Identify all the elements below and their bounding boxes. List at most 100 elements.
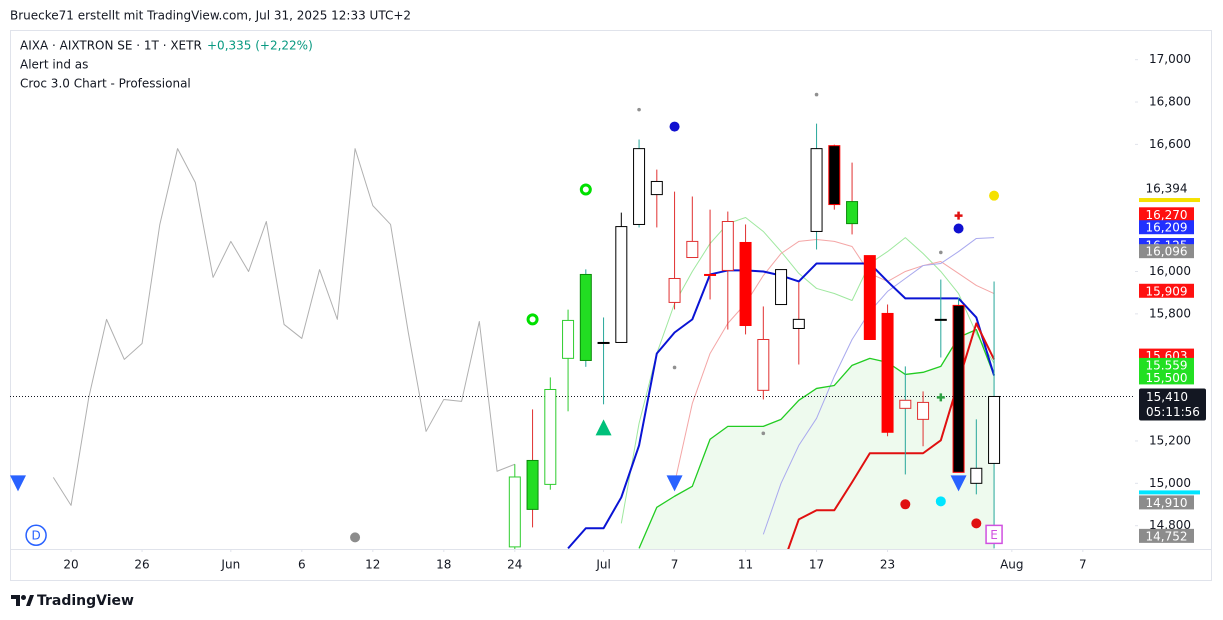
indicator: Alert ind as bbox=[20, 58, 88, 72]
x-tick-label: Jul bbox=[595, 558, 610, 572]
x-tick-label: 7 bbox=[1079, 558, 1087, 572]
logo bbox=[11, 595, 34, 606]
header: Bruecke71 erstellt mit TradingView.com, … bbox=[10, 9, 411, 23]
price-label-bg bbox=[1139, 528, 1194, 543]
marker bbox=[954, 211, 963, 220]
candle-body bbox=[579, 273, 592, 361]
x-tick-label: 6 bbox=[298, 558, 306, 572]
x-tick-label: 26 bbox=[134, 558, 149, 572]
x-tick-label: 11 bbox=[738, 558, 753, 572]
marker-label: D bbox=[31, 529, 40, 543]
candle-body bbox=[597, 341, 610, 344]
candle-body bbox=[899, 399, 912, 409]
price-label: 14,752 bbox=[1146, 529, 1188, 543]
marker bbox=[814, 92, 819, 97]
marker bbox=[350, 532, 361, 543]
marker bbox=[936, 393, 945, 402]
candle-body bbox=[633, 148, 646, 225]
price-label: 15,909 bbox=[1146, 284, 1188, 298]
marker bbox=[10, 475, 26, 492]
price-label: 16,209 bbox=[1146, 221, 1188, 235]
y-tick-label: 16,600 bbox=[1149, 137, 1191, 151]
marker bbox=[900, 499, 911, 510]
candle-body bbox=[863, 255, 876, 340]
candle-body bbox=[704, 273, 717, 276]
marker bbox=[953, 223, 964, 234]
price-label: 15.559 bbox=[1146, 358, 1188, 372]
line bbox=[638, 328, 995, 549]
marker bbox=[985, 524, 1003, 545]
candle-body bbox=[970, 467, 983, 484]
change: +0,335 (+2,22%) bbox=[207, 39, 313, 53]
marker bbox=[526, 313, 539, 326]
y-tick-label: 17,000 bbox=[1149, 52, 1191, 66]
candle-body bbox=[757, 338, 770, 391]
x-tick-label: Aug bbox=[1000, 558, 1023, 572]
price-label-bg bbox=[1139, 283, 1194, 298]
candle-body bbox=[988, 395, 1001, 464]
chart-title: AIXA · AIXTRON SE · 1T · XETR bbox=[20, 39, 202, 53]
candle-body bbox=[810, 148, 823, 232]
marker bbox=[939, 250, 943, 255]
candle-body bbox=[668, 277, 681, 303]
price-label-bg bbox=[1139, 220, 1194, 235]
price-label-bg bbox=[1139, 181, 1194, 196]
line bbox=[620, 216, 995, 524]
axis: 14,800 15,000 15,200 15,800 16,000 16,600 16,8… bbox=[63, 52, 1206, 572]
price-label: 16,270 bbox=[1146, 208, 1188, 222]
candle-body bbox=[615, 226, 628, 343]
footer: TradingView bbox=[37, 593, 134, 609]
marker bbox=[971, 518, 982, 529]
marker bbox=[666, 475, 683, 492]
candle-body bbox=[792, 318, 805, 329]
candle-body bbox=[917, 401, 930, 420]
y-tick-label: 16,800 bbox=[1149, 95, 1191, 109]
frame bbox=[10, 30, 1212, 581]
price-label: 14,910 bbox=[1146, 496, 1188, 510]
marker bbox=[761, 431, 766, 436]
candle-body bbox=[544, 388, 557, 485]
marker bbox=[595, 419, 612, 436]
marker bbox=[672, 365, 677, 370]
candle-body bbox=[846, 201, 859, 225]
candle-body bbox=[508, 476, 521, 548]
price-label: 16,096 bbox=[1146, 245, 1188, 259]
candle-body bbox=[739, 241, 752, 327]
marker bbox=[935, 496, 946, 507]
line bbox=[762, 237, 995, 535]
marker bbox=[669, 121, 680, 132]
candle-body bbox=[775, 269, 788, 306]
candle-body bbox=[881, 312, 894, 433]
candle-body bbox=[526, 459, 539, 510]
candle-body bbox=[721, 221, 734, 271]
line bbox=[52, 148, 515, 506]
y-tick-label: 15,000 bbox=[1149, 476, 1191, 490]
y-tick-label: 15,200 bbox=[1149, 433, 1191, 447]
y-tick-label: 15,800 bbox=[1149, 306, 1191, 320]
price-label-bg bbox=[1139, 357, 1194, 372]
x-tick-label: 24 bbox=[507, 558, 522, 572]
x-tick-label: Jun bbox=[220, 558, 240, 572]
x-tick-label: 18 bbox=[436, 558, 451, 572]
y-tick-label: 14,800 bbox=[1149, 518, 1191, 532]
price-label: 15,500 bbox=[1146, 371, 1188, 385]
candle-body bbox=[650, 180, 663, 196]
marker bbox=[25, 524, 47, 546]
last-price-label: 15,410 bbox=[1146, 390, 1188, 404]
price-label-bg bbox=[1139, 207, 1194, 222]
candle-body bbox=[952, 304, 965, 473]
candle-body bbox=[828, 145, 841, 206]
marker bbox=[989, 190, 1000, 201]
indicator: Croc 3.0 Chart - Professional bbox=[20, 77, 191, 91]
candle-body bbox=[686, 240, 699, 259]
price-label-bg bbox=[1139, 244, 1194, 259]
price-label-accent bbox=[1139, 198, 1200, 203]
x-tick-label: 12 bbox=[365, 558, 380, 572]
x-tick-label: 23 bbox=[880, 558, 895, 572]
marker-label: E bbox=[990, 528, 998, 542]
candle-body bbox=[934, 318, 947, 321]
price-label-accent bbox=[1139, 490, 1200, 495]
marker bbox=[950, 475, 967, 492]
